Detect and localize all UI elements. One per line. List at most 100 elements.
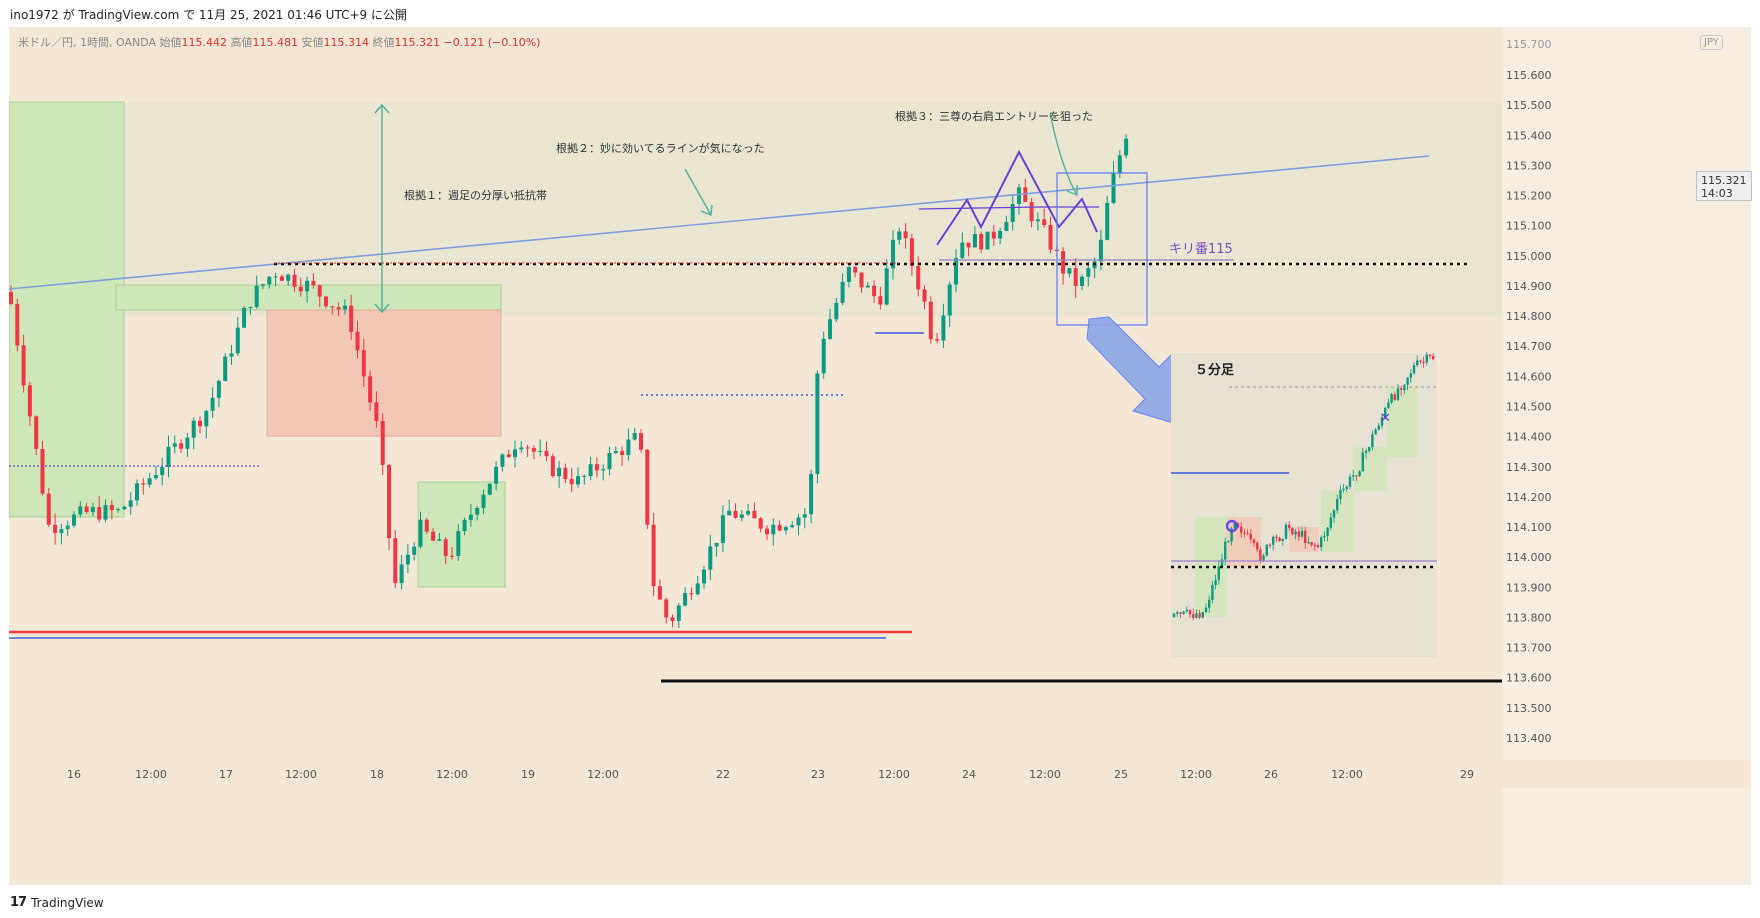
candle-body	[1080, 276, 1084, 286]
candle-body	[286, 274, 291, 281]
candle-body	[972, 234, 977, 248]
candle-body	[960, 242, 965, 259]
inset-candle-body	[1256, 543, 1259, 550]
candle-body	[557, 467, 562, 477]
price-chart[interactable]: ✕ 根拠１：週足の分厚い抵抗帯 根拠２：妙に効いてるラインが気になった 根拠３：…	[8, 27, 1751, 885]
candle-body	[714, 542, 719, 547]
candle-body	[305, 280, 310, 292]
inset-candle-body	[1188, 609, 1192, 615]
candle-body	[765, 528, 769, 535]
candle-body	[185, 437, 190, 449]
htf-box	[417, 481, 506, 588]
candle-body	[210, 397, 215, 411]
tradingview-logo[interactable]: 17 TradingView	[10, 895, 104, 910]
inset-candle-body	[1377, 425, 1380, 430]
inset-candle-body	[1297, 531, 1300, 537]
five-minute-label: ５分足	[1195, 362, 1235, 378]
inset-candle-body	[1332, 510, 1336, 518]
candle-body	[59, 529, 64, 533]
candle-body	[582, 476, 587, 478]
time-tick-label: 16	[67, 768, 81, 781]
candle-body	[903, 231, 908, 239]
inset-candle-body	[1396, 388, 1400, 400]
annotation-2: 根拠２：妙に効いてるラインが気になった	[556, 141, 765, 155]
candle-body	[324, 296, 328, 307]
publish-info: ino1972 が TradingView.com で 11月 25, 2021…	[10, 8, 407, 22]
inset-candle-body	[1217, 566, 1220, 581]
price-tick-label: 114.300	[1506, 461, 1552, 474]
inset-candle-body	[1336, 499, 1339, 511]
candle-body	[506, 454, 511, 458]
price-axis: 115.600 115.500 115.400 115.300 115.200 115.1…	[1502, 27, 1751, 885]
inset-candle-body	[1422, 362, 1425, 364]
candle-body	[657, 586, 662, 600]
candle-body	[487, 483, 492, 495]
inset-candle-body	[1246, 533, 1249, 535]
candle-body	[607, 452, 612, 470]
candle-body	[720, 515, 725, 543]
candle-body	[651, 524, 656, 587]
candle-body	[456, 531, 461, 556]
inset-candle-body	[1374, 429, 1377, 435]
candle-body	[777, 524, 782, 531]
candle-body	[613, 450, 618, 453]
inset-candle-body	[1400, 388, 1403, 390]
inset-candle-body	[1201, 611, 1204, 618]
candle-body	[1061, 251, 1066, 274]
candle-body	[355, 331, 360, 351]
inset-candle-body	[1275, 536, 1278, 538]
candle-body	[311, 280, 316, 286]
resistance-zone	[9, 103, 1502, 317]
inset-candle-body	[1240, 526, 1243, 533]
candle-body	[223, 356, 228, 381]
tradingview-logo-icon: 17	[10, 895, 27, 910]
currency-badge[interactable]: JPY	[1700, 35, 1723, 50]
inset-candle-body	[1179, 612, 1182, 614]
candle-body	[116, 509, 121, 511]
time-tick-label: 23	[811, 768, 825, 781]
kiriban-label: キリ番115	[1169, 242, 1233, 257]
candle-body	[846, 267, 851, 282]
candle-body	[891, 239, 895, 269]
inset-candle-body	[1342, 488, 1345, 491]
price-tick-label: 114.600	[1506, 370, 1552, 383]
candle-body	[834, 302, 839, 320]
candle-body	[821, 338, 826, 374]
last-price-badge: 115.321 14:03	[1696, 171, 1752, 201]
inset-candle-body	[1230, 528, 1233, 542]
annotation-3: 根拠３：三尊の右肩エントリーを狙った	[895, 109, 1093, 123]
candle-body	[46, 493, 51, 525]
candle-body	[796, 517, 801, 526]
candle-body	[1067, 268, 1072, 274]
inset-candle-body	[1214, 580, 1217, 586]
candle-body	[248, 306, 253, 308]
candle-body	[872, 285, 877, 297]
candle-body	[166, 446, 171, 468]
inset-candle-body	[1204, 607, 1208, 612]
candle-body	[538, 450, 543, 452]
price-tick-label: 114.200	[1506, 491, 1552, 504]
candle-body	[922, 289, 927, 302]
candle-body	[254, 285, 259, 307]
candle-body	[1048, 225, 1053, 250]
inset-candle-body	[1249, 533, 1252, 540]
price-tick-label: 115.200	[1506, 190, 1552, 203]
candle-body	[342, 305, 347, 310]
last-price: 115.321	[1701, 174, 1747, 187]
candle-body	[109, 505, 114, 511]
candle-body	[431, 531, 436, 541]
price-tick-label: 114.400	[1506, 431, 1552, 444]
candle-body	[941, 315, 946, 341]
price-tick-label: 114.000	[1506, 551, 1552, 564]
price-tick-label: 113.800	[1506, 611, 1552, 624]
arrow-annotation-2	[684, 168, 712, 216]
candle-body	[954, 258, 958, 285]
chart-area[interactable]: ✕ 根拠１：週足の分厚い抵抗帯 根拠２：妙に効いてるラインが気になった 根拠３：…	[8, 27, 1751, 885]
inset-candle-body	[1313, 545, 1316, 547]
candle-body	[1105, 203, 1110, 240]
symbol-name: 米ドル／円, 1時間, OANDA	[18, 36, 157, 49]
inset-candle-body	[1182, 611, 1185, 614]
inset-candle-body	[1339, 490, 1342, 500]
inset-htf-box	[1227, 517, 1261, 567]
candle-body	[279, 276, 284, 281]
